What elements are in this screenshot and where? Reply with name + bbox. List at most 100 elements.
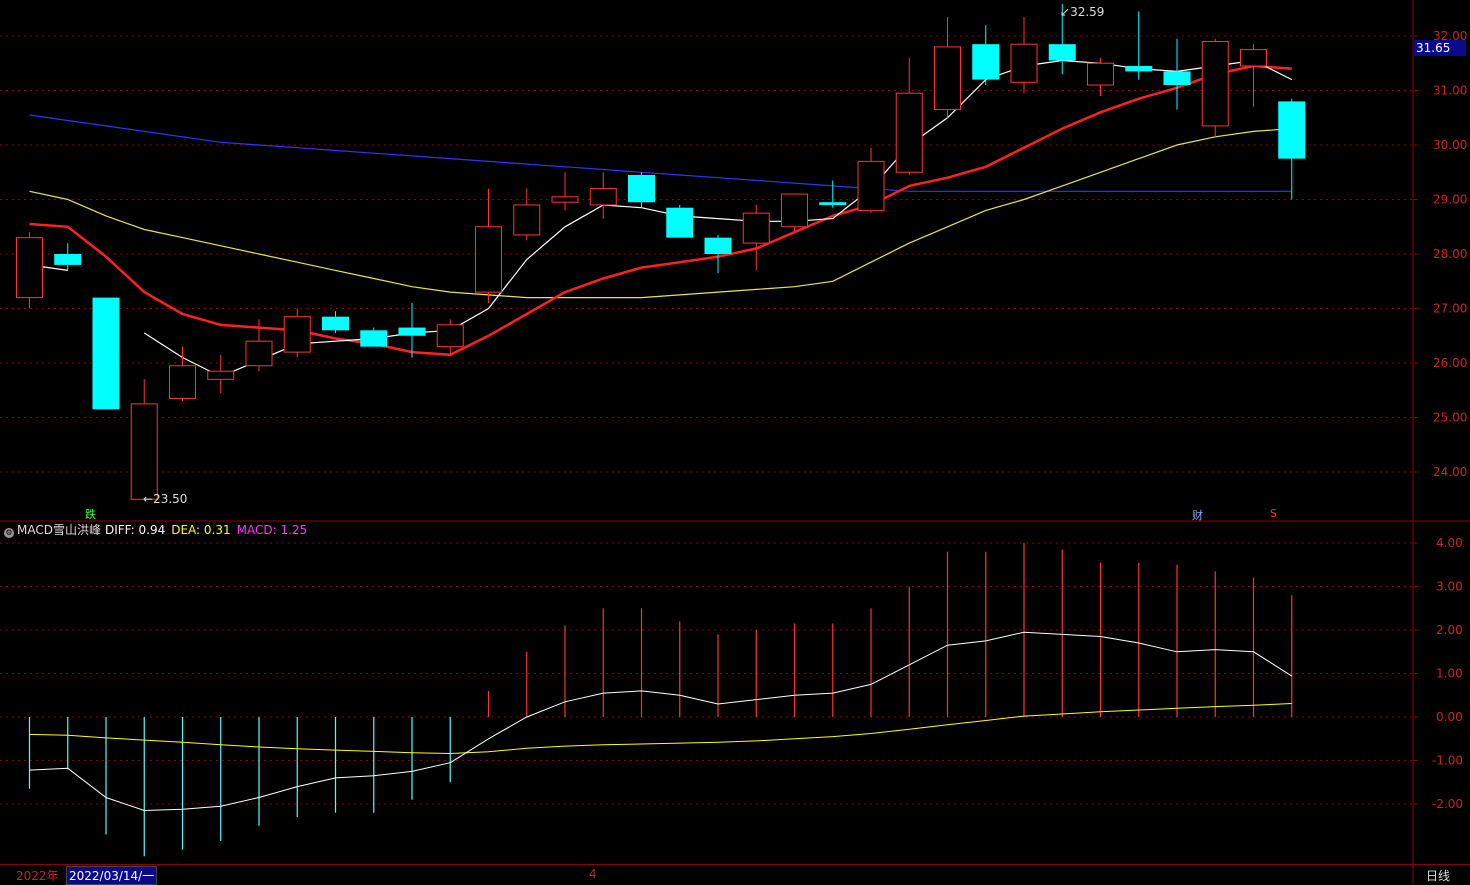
high-label: ↙32.59 [1060, 5, 1105, 19]
candle [628, 172, 655, 208]
macd-tick-label: 0.00 [1436, 710, 1463, 724]
drop-marker[interactable]: 跌 [85, 508, 96, 521]
macd-tick-label: 3.00 [1436, 580, 1463, 594]
candle [1125, 11, 1153, 80]
candle-body [1087, 62, 1114, 86]
candle-body [207, 370, 235, 380]
year-label: 2022年 [16, 869, 59, 883]
candle-body [1201, 40, 1229, 127]
candles [16, 3, 1306, 500]
macd-lines [29, 631, 1293, 812]
candle [742, 204, 770, 271]
low-label: ←23.50 [143, 492, 188, 506]
ma60-path [29, 114, 1292, 192]
candle-body [513, 204, 541, 236]
candle-body [398, 327, 426, 336]
macd-tick-label: -1.00 [1432, 754, 1463, 768]
dea-label: DEA: 0.31 [171, 523, 231, 537]
candle-body [551, 196, 579, 203]
candle-body [1010, 43, 1038, 83]
price-tick-label: 25.00 [1433, 411, 1467, 425]
candle-body [666, 207, 694, 238]
macd-tick-label: 1.00 [1436, 667, 1463, 681]
candle [169, 346, 196, 402]
price-tick-label: 29.00 [1433, 193, 1467, 207]
s-marker[interactable]: S [1270, 507, 1277, 520]
candle [895, 57, 923, 175]
period-selector[interactable]: 日线 [1426, 869, 1451, 883]
candle [1087, 57, 1114, 96]
candle [130, 379, 158, 500]
finance-marker[interactable]: 财 [1192, 509, 1203, 522]
macd-tick-label: 4.00 [1436, 536, 1463, 550]
candle [666, 204, 694, 238]
candle-body [245, 340, 273, 367]
candle [857, 147, 885, 214]
price-tick-label: 32.00 [1433, 29, 1467, 43]
price-tick-label: 28.00 [1433, 247, 1467, 261]
cursor-date[interactable]: 2022/03/14/一 [66, 866, 158, 885]
candle [436, 319, 464, 355]
candle-body [92, 297, 120, 410]
diff-label: DIFF: 0.94 [104, 523, 166, 537]
candle [1201, 38, 1229, 137]
candle [704, 234, 732, 274]
macd-indicator-name[interactable]: MACD雪山洪峰 [17, 523, 101, 537]
price-tick-label: 31.00 [1433, 84, 1467, 98]
candle-body [16, 237, 43, 299]
candle [283, 308, 311, 358]
ma10-line [29, 64, 1292, 357]
price-tick-label: 30.00 [1433, 138, 1467, 152]
candle-body [781, 193, 808, 228]
price-tick-label: 27.00 [1433, 302, 1467, 316]
candle [475, 188, 502, 304]
candle-body [742, 212, 770, 244]
price-tick-label: 24.00 [1433, 465, 1467, 479]
candle [360, 327, 388, 347]
candle-body [322, 316, 349, 331]
candle [1010, 16, 1038, 94]
candle-body [436, 324, 464, 348]
candle [589, 172, 617, 219]
candle-body [1278, 101, 1306, 159]
macd-bars [28, 543, 1293, 857]
candle [16, 232, 43, 309]
candle [1278, 98, 1306, 200]
candle [207, 354, 235, 393]
candle [781, 193, 808, 233]
candle [819, 180, 847, 208]
ma10-path [29, 64, 1292, 357]
high-value: 32.59 [1070, 5, 1105, 19]
candle-body [704, 237, 732, 254]
ma20-line [29, 128, 1292, 299]
candle [972, 25, 1000, 86]
candle [1163, 38, 1191, 110]
candle-body [934, 46, 961, 111]
price-axis: 24.00 25.00 26.00 27.00 28.00 29.00 30.00 31.00… [1413, 29, 1467, 479]
candle-body [54, 254, 82, 265]
month-label: 4 [589, 867, 597, 881]
candle-body [1048, 44, 1076, 61]
candle [1240, 44, 1267, 107]
candle [551, 172, 579, 211]
current-price-tag: 31.65 [1413, 40, 1466, 56]
dea-line [29, 703, 1292, 755]
candle [398, 303, 426, 358]
candle-body [819, 202, 847, 205]
candle-body [628, 174, 655, 203]
candle-body [1240, 49, 1267, 67]
candle [1048, 3, 1076, 75]
settings-icon[interactable]: ⚙ [4, 528, 14, 538]
candle-body [360, 330, 388, 347]
candle-body [1125, 65, 1153, 72]
candle [513, 188, 541, 241]
time-axis: 2022年 2022/03/14/一 4 日线 [0, 864, 1470, 885]
low-value: 23.50 [153, 492, 188, 506]
candle-body [857, 160, 885, 211]
macd-legend: ⚙ MACD雪山洪峰 DIFF: 0.94 DEA: 0.31 MACD: 1.25 [4, 521, 313, 538]
candle-body [130, 403, 158, 500]
candle-body [972, 44, 1000, 80]
candle-body [475, 226, 502, 293]
candle [322, 311, 349, 334]
